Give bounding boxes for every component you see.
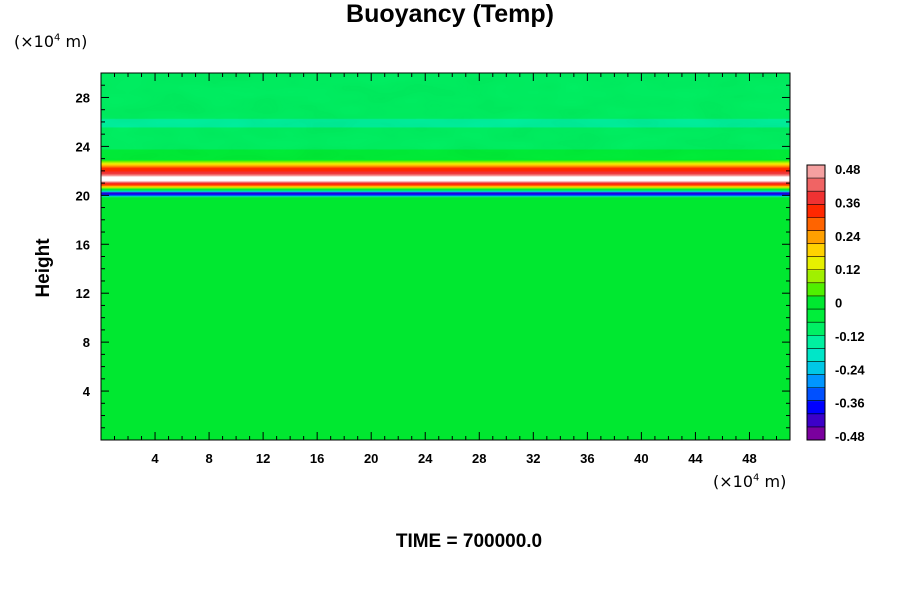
colorbar-tick-label: -0.12 (835, 329, 865, 344)
x-tick-label: 32 (526, 451, 540, 466)
y-tick-label: 20 (76, 188, 90, 203)
field-texture (101, 73, 790, 159)
time-label: TIME = 700000.0 (395, 531, 543, 552)
y-axis-unit: (×104 m) (14, 32, 87, 51)
x-tick-label: 44 (688, 451, 703, 466)
x-tick-label: 8 (205, 451, 212, 466)
colorbar-segment (807, 413, 825, 428)
colorbar-tick-label: -0.24 (835, 362, 865, 377)
x-tick-label: 36 (580, 451, 594, 466)
x-tick-label: 4 (151, 451, 159, 466)
x-unit-exponent: 4 (753, 472, 760, 484)
x-tick-label: 40 (634, 451, 648, 466)
colorbar-segment (807, 387, 825, 402)
x-tick-label: 28 (472, 451, 486, 466)
y-tick-label: 28 (76, 90, 90, 105)
colorbar-segment (807, 256, 825, 271)
x-tick-label: 20 (364, 451, 378, 466)
colorbar-segment (807, 322, 825, 336)
colorbar-tick-label: 0.36 (835, 195, 860, 210)
x-tick-label: 24 (418, 451, 433, 466)
colorbar-segment (807, 400, 825, 415)
colorbar-segment (807, 282, 825, 297)
y-tick-label: 16 (76, 237, 90, 252)
colorbar-frame (806, 164, 826, 441)
colorbar-segment (807, 191, 825, 205)
colorbar-tick-label: 0 (835, 296, 842, 311)
colorbar-segment (807, 426, 825, 441)
colorbar-segment (807, 243, 825, 258)
x-tick-label: 12 (256, 451, 270, 466)
colorbar-segment (807, 230, 825, 245)
colorbar-segment (807, 374, 825, 389)
x-unit-prefix: (×10 (713, 472, 754, 491)
colorbar-tick-label: -0.36 (835, 396, 865, 411)
colorbar-tick-label: 0.48 (835, 162, 860, 177)
y-tick-label: 4 (83, 384, 91, 399)
colorbar-tick-label: -0.48 (835, 429, 865, 444)
colorbar-tick-label: 0.24 (835, 229, 861, 244)
colorbar-segment (807, 165, 825, 179)
x-axis-unit: (×104 m) (713, 472, 786, 491)
colorbar-segment (807, 361, 825, 376)
y-tick-label: 24 (76, 139, 91, 154)
chart-title: Buoyancy (Temp) (346, 0, 554, 28)
colorbar-segment (807, 309, 825, 323)
x-tick-label: 16 (310, 451, 324, 466)
y-unit-suffix: m) (60, 32, 88, 51)
colorbar-segment (807, 295, 825, 310)
y-unit-prefix: (×10 (14, 32, 55, 51)
colorbar-segment (807, 348, 825, 362)
y-unit-exponent: 4 (54, 32, 61, 44)
colorbar-segment (807, 217, 825, 231)
x-tick-label: 48 (742, 451, 756, 466)
colorbar-segment (807, 178, 825, 192)
y-tick-label: 8 (83, 335, 90, 350)
colorbar-segment (807, 269, 825, 284)
colorbar-tick-label: 0.12 (835, 262, 860, 277)
colorbar-segment (807, 204, 825, 218)
y-tick-label: 12 (76, 286, 90, 301)
x-unit-suffix: m) (759, 472, 787, 491)
colorbar-segment (807, 335, 825, 349)
